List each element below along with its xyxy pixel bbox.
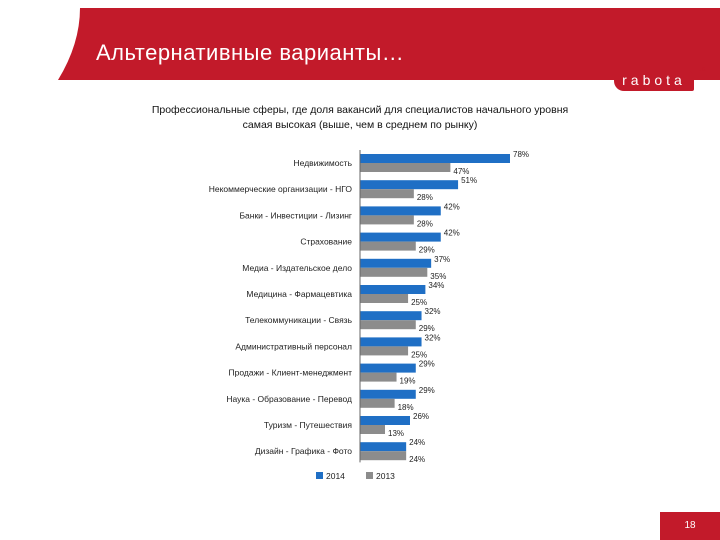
legend-label-2013: 2013	[376, 471, 395, 481]
legend-label-2014: 2014	[326, 471, 345, 481]
data-label-2014: 37%	[434, 255, 450, 264]
rabota-logo-suffix: ua	[698, 66, 706, 73]
bar-2013	[360, 320, 416, 330]
bar-2014	[360, 154, 510, 163]
category-label: Административный персонал	[235, 341, 352, 351]
bar-2013	[360, 267, 428, 277]
category-label: Телекоммуникации - Связь	[245, 315, 352, 325]
bar-2013	[360, 425, 385, 434]
legend-swatch-2014	[316, 472, 323, 479]
data-label-2014: 42%	[444, 229, 460, 238]
category-label: Продажи - Клиент-менеджмент	[229, 368, 353, 378]
category-label: Страхование	[300, 237, 352, 247]
bar-2014	[360, 206, 441, 216]
legend-swatch-2013	[366, 472, 373, 479]
bar-2014	[360, 258, 432, 268]
header-banner	[58, 8, 720, 80]
data-label-2013: 13%	[388, 429, 404, 438]
bar-2013	[360, 294, 409, 303]
category-label: Банки - Инвестиции - Лизинг	[239, 210, 352, 220]
category-label: Дизайн - Графика - Фото	[255, 446, 352, 456]
bar-2013	[360, 189, 414, 199]
data-label-2013: 29%	[419, 246, 435, 255]
bar-2013	[360, 241, 416, 251]
data-label-2014: 32%	[425, 307, 441, 316]
bar-2013	[360, 451, 407, 461]
data-label-2013: 18%	[398, 403, 414, 412]
bar-2014	[360, 389, 416, 399]
data-label-2014: 26%	[413, 412, 429, 421]
data-label-2014: 29%	[419, 386, 435, 395]
bar-2013	[360, 346, 409, 356]
data-label-2013: 28%	[417, 193, 433, 202]
category-label: Медицина - Фармацевтика	[246, 289, 352, 299]
bar-2013	[360, 163, 451, 172]
category-label: Наука - Образование - Перевод	[226, 394, 352, 404]
bar-chart: Недвижимость 78% 47% Некоммерческие организ…	[209, 150, 529, 481]
bar-2014	[360, 285, 426, 294]
bar-2013	[360, 372, 397, 382]
data-label-2014: 29%	[419, 360, 435, 369]
page-number: 18	[660, 512, 720, 540]
category-label: Туризм - Путешествия	[264, 420, 352, 430]
data-label-2013: 29%	[419, 324, 435, 333]
bar-2014	[360, 363, 416, 373]
data-label-2013: 35%	[430, 272, 446, 281]
category-label: Некоммерческие организации - НГО	[209, 184, 353, 194]
data-label-2014: 32%	[425, 333, 441, 342]
data-label-2013: 25%	[411, 298, 427, 307]
bar-2014	[360, 337, 422, 347]
data-label-2013: 47%	[453, 167, 469, 176]
data-label-2013: 24%	[409, 455, 425, 464]
bar-2014	[360, 416, 410, 425]
data-label-2014: 42%	[444, 202, 460, 211]
category-label: Недвижимость	[294, 158, 353, 168]
chart-title: Профессиональные сферы, где доля ваканси…	[151, 104, 569, 131]
bar-2013	[360, 215, 414, 225]
data-label-2014: 34%	[428, 281, 444, 290]
slide-title: Альтернативные варианты…	[96, 40, 405, 65]
category-label: Медиа - Издательское дело	[242, 263, 352, 273]
bar-2014	[360, 232, 441, 242]
data-label-2014: 51%	[461, 176, 477, 185]
rabota-logo: rabota	[614, 69, 694, 91]
bar-2014	[360, 180, 459, 190]
data-label-2013: 19%	[400, 377, 416, 386]
data-label-2014: 78%	[513, 150, 529, 159]
bar-2014	[360, 311, 422, 321]
bar-2013	[360, 398, 395, 408]
data-label-2013: 28%	[417, 219, 433, 228]
bar-2014	[360, 442, 407, 452]
data-label-2014: 24%	[409, 438, 425, 447]
data-label-2013: 25%	[411, 350, 427, 359]
slide-header: Альтернативные варианты…	[0, 0, 720, 80]
